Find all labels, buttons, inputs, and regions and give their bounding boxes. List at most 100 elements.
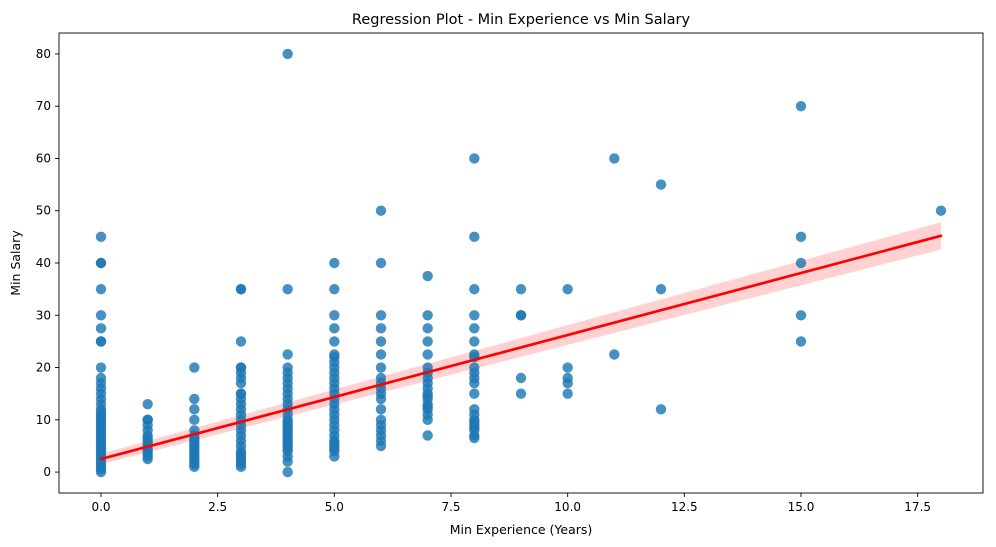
- data-point: [422, 323, 433, 334]
- x-ticks-layer: 0.0 2.5 5.0 7.5 10.0 12.5 15.0 17.5: [91, 493, 931, 514]
- regression-line: [99, 234, 943, 461]
- x-tick-label: 12.5: [671, 500, 698, 514]
- data-point: [375, 205, 387, 216]
- x-tick-label: 2.5: [208, 500, 227, 514]
- data-point: [515, 310, 527, 321]
- data-point: [375, 414, 387, 426]
- y-tick-label: 10: [36, 413, 51, 427]
- data-point: [469, 283, 480, 295]
- data-point: [469, 336, 480, 347]
- data-point: [795, 310, 807, 321]
- data-point: [95, 310, 107, 321]
- chart-title: Regression Plot - Min Experience vs Min …: [352, 12, 691, 28]
- data-point: [422, 336, 433, 347]
- data-point: [95, 231, 107, 243]
- confidence-band: [101, 222, 941, 465]
- data-point: [282, 417, 293, 428]
- data-point: [375, 404, 387, 415]
- data-point: [375, 349, 387, 360]
- data-point: [329, 336, 340, 347]
- data-point: [189, 404, 200, 415]
- y-tick-label: 50: [36, 204, 51, 218]
- y-tick-label: 60: [36, 151, 51, 165]
- data-point: [422, 430, 433, 441]
- regression-line-layer: [99, 234, 943, 461]
- data-point: [795, 257, 807, 269]
- data-point: [562, 362, 573, 373]
- data-point: [655, 404, 667, 415]
- data-point: [515, 283, 527, 295]
- y-tick-label: 70: [36, 99, 51, 113]
- data-point: [375, 310, 387, 321]
- data-point: [95, 323, 107, 334]
- data-point: [282, 283, 293, 295]
- data-point: [795, 231, 807, 243]
- data-point: [329, 349, 340, 360]
- data-point: [562, 388, 573, 399]
- y-ticks-layer: 0 10 20 30 40 50 60 70 80: [36, 47, 59, 479]
- data-point: [515, 372, 527, 384]
- data-point: [375, 362, 387, 373]
- data-point: [235, 388, 247, 399]
- y-tick-label: 0: [43, 465, 51, 479]
- data-point: [375, 336, 387, 347]
- x-tick-label: 10.0: [554, 500, 581, 514]
- data-point: [469, 362, 480, 373]
- y-tick-label: 20: [36, 361, 51, 375]
- data-point: [609, 349, 620, 360]
- data-point: [95, 362, 107, 373]
- data-point: [422, 401, 433, 412]
- data-point: [562, 283, 573, 295]
- data-point: [189, 362, 200, 373]
- x-tick-label: 5.0: [325, 500, 344, 514]
- data-point: [329, 283, 340, 295]
- data-point: [142, 414, 153, 426]
- data-point: [235, 362, 247, 373]
- data-point: [329, 438, 340, 449]
- x-axis-label: Min Experience (Years): [450, 522, 593, 537]
- data-point: [795, 100, 807, 112]
- data-point: [655, 179, 667, 190]
- data-point: [422, 362, 433, 373]
- data-point: [422, 270, 433, 282]
- data-point: [469, 323, 480, 334]
- data-point: [469, 422, 480, 433]
- data-point: [609, 153, 620, 164]
- y-tick-label: 40: [36, 256, 51, 270]
- data-point: [375, 323, 387, 334]
- data-point: [189, 393, 200, 405]
- data-point: [282, 362, 293, 373]
- data-point: [329, 323, 340, 334]
- data-point: [795, 336, 807, 347]
- data-point: [282, 48, 293, 60]
- data-point: [469, 388, 480, 399]
- data-point: [189, 414, 200, 426]
- data-point: [375, 257, 387, 269]
- data-point: [95, 336, 107, 347]
- data-point: [375, 372, 387, 384]
- data-point: [469, 153, 480, 164]
- data-point: [935, 205, 947, 216]
- data-point: [469, 231, 480, 243]
- x-tick-label: 7.5: [441, 500, 460, 514]
- x-tick-label: 17.5: [904, 500, 931, 514]
- scatter-points-layer: [95, 48, 947, 478]
- data-point: [235, 336, 247, 347]
- data-point: [235, 283, 247, 295]
- data-point: [469, 404, 480, 415]
- confidence-band-layer: [101, 222, 941, 465]
- y-tick-label: 30: [36, 308, 51, 322]
- data-point: [515, 388, 527, 399]
- data-point: [142, 398, 153, 410]
- y-axis-label: Min Salary: [8, 230, 23, 296]
- x-tick-label: 0.0: [91, 500, 110, 514]
- data-point: [469, 349, 480, 360]
- data-point: [329, 257, 340, 269]
- data-point: [422, 349, 433, 360]
- data-point: [422, 310, 433, 321]
- data-point: [422, 391, 433, 402]
- x-tick-label: 15.0: [788, 500, 815, 514]
- data-point: [95, 257, 107, 269]
